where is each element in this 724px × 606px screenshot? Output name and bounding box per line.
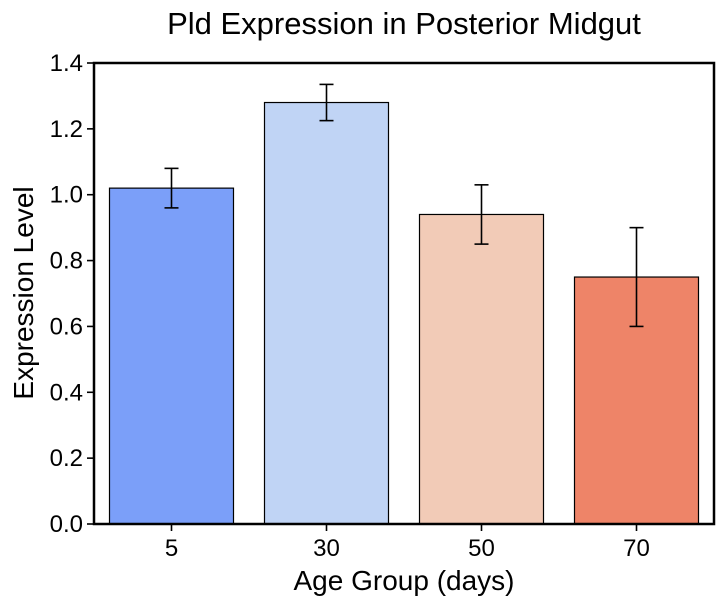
y-tick-label-1.2: 1.2: [50, 116, 83, 143]
chart-title: Pld Expression in Posterior Midgut: [167, 6, 641, 41]
bar-50: [418, 213, 545, 525]
y-tick-label-0.4: 0.4: [50, 379, 83, 406]
plot-frame: [92, 61, 716, 526]
y-axis-label: Expression Level: [8, 186, 39, 399]
x-tick-label-50: 50: [468, 535, 495, 562]
x-tick-label-70: 70: [623, 535, 650, 562]
y-tick-label-1.4: 1.4: [50, 50, 83, 77]
y-tick-label-0.6: 0.6: [50, 313, 83, 340]
x-axis: 5 30 50 70: [165, 524, 650, 562]
x-axis-label: Age Group (days): [294, 565, 515, 596]
bar-5: [108, 187, 235, 525]
y-tick-label-0.2: 0.2: [50, 445, 83, 472]
x-tick-label-5: 5: [165, 535, 178, 562]
bar-30: [263, 101, 390, 525]
y-tick-label-1.0: 1.0: [50, 182, 83, 209]
y-axis: 0.0 0.2 0.4 0.6 0.8 1.0 1.2 1.4: [50, 50, 94, 538]
x-tick-label-30: 30: [313, 535, 340, 562]
bars-layer: [108, 101, 700, 525]
y-tick-label-0.0: 0.0: [50, 511, 83, 538]
error-bars-layer: [164, 83, 644, 328]
y-tick-label-0.8: 0.8: [50, 248, 83, 275]
